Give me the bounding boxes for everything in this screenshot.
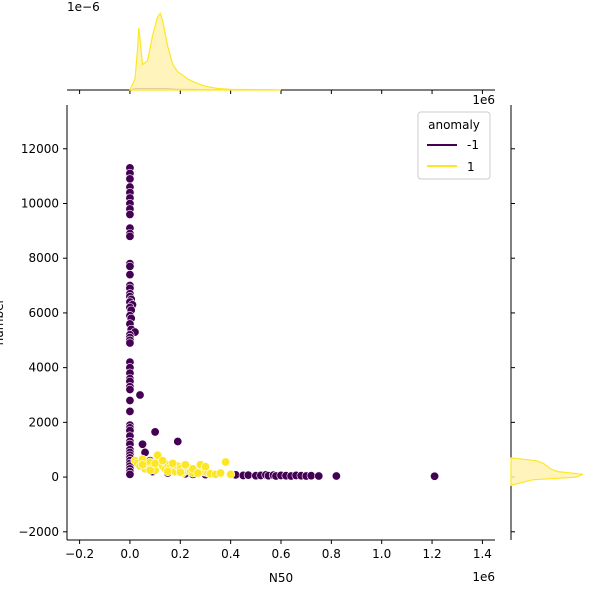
top-marginal-ticks — [79, 90, 483, 94]
scatter-point-anomaly-neg — [125, 270, 135, 280]
scatter-point-anomaly-neg — [125, 395, 135, 405]
y-tick-label: 12000 — [21, 142, 59, 156]
top-kde-pos-curve — [128, 11, 282, 91]
right-marginal-offset-label: 1e6 — [472, 93, 495, 107]
scatter-point-anomaly-neg — [125, 406, 135, 416]
scatter-point-anomaly-neg — [125, 261, 135, 271]
scatter-point-anomaly-pos — [180, 460, 190, 470]
x-tick-label: 1.2 — [423, 547, 442, 561]
scatter-point-anomaly-pos — [158, 456, 168, 466]
scatter-point-anomaly-neg — [243, 470, 253, 480]
top-marginal-offset-label: 1e−6 — [67, 0, 100, 14]
scatter-point-anomaly-pos — [200, 462, 210, 472]
x-tick-label: 0.8 — [322, 547, 341, 561]
scatter-point-anomaly-neg — [331, 471, 341, 481]
scatter-point-anomaly-neg — [125, 231, 135, 241]
scatter-point-anomaly-pos — [175, 467, 185, 477]
y-tick-label: 0 — [51, 470, 59, 484]
scatter-point-anomaly-neg — [173, 437, 183, 447]
x-tick-group: −0.2 0.0 0.2 0.4 0.6 0.8 1.0 1.2 1.4 — [65, 540, 492, 561]
x-offset-label: 1e6 — [472, 570, 495, 584]
x-tick-label: 1.0 — [372, 547, 391, 561]
x-tick-label: 0.0 — [120, 547, 139, 561]
right-marginal-axes: 1e6 — [472, 93, 584, 540]
right-kde-pos-curve — [510, 457, 584, 487]
x-tick-label: 0.2 — [171, 547, 190, 561]
scatter-point-anomaly-pos — [168, 458, 178, 468]
scatter-point-anomaly-neg — [150, 427, 160, 437]
x-axis-label: N50 — [269, 571, 293, 585]
x-tick-label: 0.6 — [271, 547, 290, 561]
legend-title: anomaly — [428, 118, 480, 132]
scatter-point-anomaly-neg — [138, 439, 148, 449]
x-tick-label: 1.4 — [473, 547, 492, 561]
top-marginal-axes: 1e−6 — [67, 0, 495, 94]
y-tick-group: −2000 0 2000 4000 6000 8000 10000 12000 — [18, 142, 67, 539]
scatter-axes: −0.2 0.0 0.2 0.4 0.6 0.8 1.0 1.2 1.4 −2000 0 2000 4… — [0, 105, 495, 585]
y-axis-label: number — [0, 299, 6, 346]
scatter-point-anomaly-neg — [314, 471, 324, 481]
scatter-point-anomaly-neg — [306, 471, 316, 481]
y-tick-label: 6000 — [28, 306, 59, 320]
y-tick-label: −2000 — [18, 525, 59, 539]
x-tick-label: 0.4 — [221, 547, 240, 561]
legend-label-pos: 1 — [467, 160, 475, 174]
scatter-point-anomaly-neg — [125, 385, 135, 395]
y-tick-label: 2000 — [28, 415, 59, 429]
scatter-point-anomaly-pos — [221, 457, 231, 467]
scatter-point-anomaly-pos — [150, 458, 160, 468]
scatter-point-anomaly-neg — [135, 390, 145, 400]
scatter-point-anomaly-pos — [138, 460, 148, 470]
x-tick-label: −0.2 — [65, 547, 94, 561]
scatter-point-anomaly-pos — [226, 469, 236, 479]
scatter-point-anomaly-pos — [216, 468, 226, 478]
scatter-point-anomaly-neg — [125, 338, 135, 348]
y-tick-label: 4000 — [28, 361, 59, 375]
y-tick-label: 8000 — [28, 251, 59, 265]
legend: anomaly -1 1 — [417, 111, 491, 180]
scatter-points — [125, 163, 440, 481]
scatter-point-anomaly-pos — [193, 468, 203, 478]
scatter-point-anomaly-pos — [163, 467, 173, 477]
scatter-point-anomaly-neg — [125, 174, 135, 184]
legend-label-neg: -1 — [467, 138, 479, 152]
scatter-point-anomaly-neg — [430, 471, 440, 481]
scatter-point-anomaly-neg — [125, 209, 135, 219]
scatter-point-anomaly-neg — [125, 469, 135, 479]
scatter-point-anomaly-pos — [145, 465, 155, 475]
y-tick-label: 10000 — [21, 196, 59, 210]
